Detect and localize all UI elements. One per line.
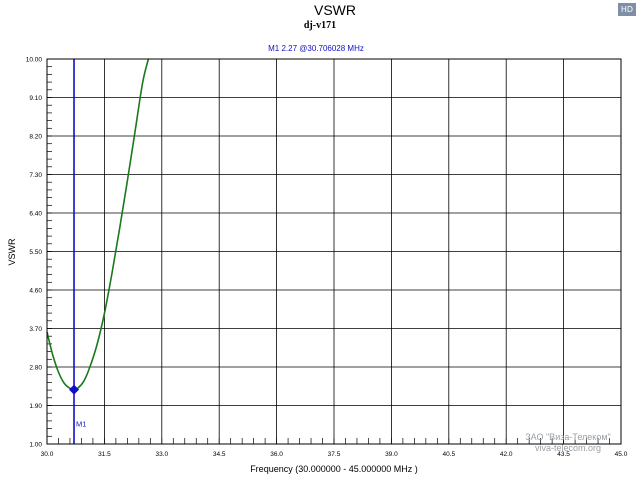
y-tick-label: 4.60 xyxy=(29,288,42,295)
x-tick-label: 36.0 xyxy=(270,451,283,458)
x-tick-label: 34.5 xyxy=(213,451,226,458)
y-tick-label: 7.30 xyxy=(29,172,42,179)
x-axis-label: Frequency (30.000000 - 45.000000 MHz ) xyxy=(250,464,418,474)
y-tick-label: 1.90 xyxy=(29,403,42,410)
x-tick-label: 39.0 xyxy=(385,451,398,458)
hd-badge: HD xyxy=(618,3,636,16)
y-tick-label: 6.40 xyxy=(29,211,42,218)
chart-title: VSWR xyxy=(314,2,356,18)
vswr-series-line xyxy=(46,58,150,391)
watermark: ЗАО "Виза-Телеком" viva-telecom.org xyxy=(508,432,628,454)
watermark-line-1: ЗАО "Виза-Телеком" xyxy=(525,432,611,442)
series-layer xyxy=(46,58,150,391)
grid xyxy=(47,59,621,444)
marker-m1-point xyxy=(69,384,80,395)
y-tick-label: 8.20 xyxy=(29,134,42,141)
x-tick-label: 33.0 xyxy=(155,451,168,458)
marker-layer: M1 xyxy=(69,59,86,444)
y-tick-label: 10.00 xyxy=(26,57,43,64)
y-axis-label: VSWR xyxy=(7,238,17,266)
y-tick-label: 3.70 xyxy=(29,326,42,333)
y-tick-label: 2.80 xyxy=(29,365,42,372)
x-tick-label: 40.5 xyxy=(442,451,455,458)
x-tick-label: 42.0 xyxy=(500,451,513,458)
axis-ticks: 30.0 31.5 33.0 34.5 36.0 37.5 39.0 40.5 42.0 43.5… xyxy=(26,57,628,459)
x-tick-label: 37.5 xyxy=(328,451,341,458)
plot-frame xyxy=(46,58,622,445)
y-tick-label: 9.10 xyxy=(29,95,42,102)
x-tick-label: 30.0 xyxy=(41,451,54,458)
y-tick-label: 5.50 xyxy=(29,249,42,256)
chart-subtitle: dj-v171 xyxy=(304,20,336,31)
y-tick-label: 1.00 xyxy=(29,442,42,449)
x-tick-label: 43.5 xyxy=(557,451,570,458)
watermark-line-2: viva-telecom.org xyxy=(534,443,602,453)
marker-m1-label: M1 xyxy=(76,420,86,429)
x-tick-label: 45.0 xyxy=(615,451,628,458)
x-tick-label: 31.5 xyxy=(98,451,111,458)
marker-readout: M1 2.27 @30.706028 MHz xyxy=(268,44,364,53)
